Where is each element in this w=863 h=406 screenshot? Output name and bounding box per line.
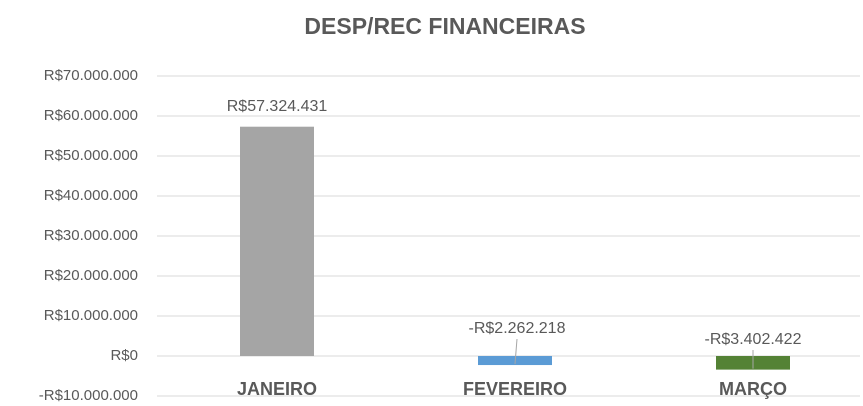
- value-label: -R$2.262.218: [469, 320, 566, 337]
- value-label: -R$3.402.422: [705, 331, 802, 348]
- y-tick-label: R$70.000.000: [44, 67, 138, 84]
- bar: [240, 126, 314, 357]
- y-tick-label: R$60.000.000: [44, 107, 138, 124]
- y-tick-label: R$10.000.000: [44, 307, 138, 324]
- x-tick-label: JANEIRO: [237, 379, 317, 399]
- x-tick-label: MARÇO: [719, 379, 787, 399]
- y-tick-label: R$30.000.000: [44, 227, 138, 244]
- chart-title: DESP/REC FINANCEIRAS: [304, 13, 585, 39]
- value-label: R$57.324.431: [227, 98, 328, 115]
- x-tick-label: FEVEREIRO: [463, 379, 567, 399]
- y-tick-label: R$0: [110, 347, 138, 364]
- y-tick-label: -R$10.000.000: [39, 387, 138, 404]
- y-tick-label: R$50.000.000: [44, 147, 138, 164]
- y-tick-label: R$20.000.000: [44, 267, 138, 284]
- y-tick-label: R$40.000.000: [44, 187, 138, 204]
- leader-line: [514, 338, 518, 365]
